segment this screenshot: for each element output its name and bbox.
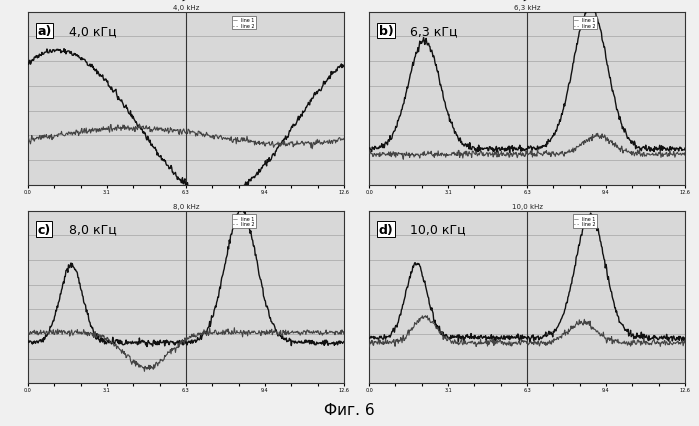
Text: 10,0 кГц: 10,0 кГц <box>410 223 466 236</box>
Text: a): a) <box>38 25 52 38</box>
Title: 8,0 kHz: 8,0 kHz <box>173 203 199 209</box>
Title: 6,3 kHz: 6,3 kHz <box>514 5 540 11</box>
Title: 10,0 kHz: 10,0 kHz <box>512 203 542 209</box>
Text: d): d) <box>379 223 394 236</box>
Title: 4,0 kHz: 4,0 kHz <box>173 5 199 11</box>
Text: 6,3 кГц: 6,3 кГц <box>410 25 458 38</box>
Text: —  line 1
- -  line 2: — line 1 - - line 2 <box>575 216 596 227</box>
Text: —  line 1
- -  line 2: — line 1 - - line 2 <box>233 216 255 227</box>
Text: 4,0 кГц: 4,0 кГц <box>69 25 117 38</box>
Text: 8,0 кГц: 8,0 кГц <box>69 223 117 236</box>
Text: c): c) <box>38 223 51 236</box>
Text: b): b) <box>379 25 394 38</box>
Text: —  line 1
- -  line 2: — line 1 - - line 2 <box>233 18 255 29</box>
Text: —  line 1
- -  line 2: — line 1 - - line 2 <box>575 18 596 29</box>
Text: Фиг. 6: Фиг. 6 <box>324 403 375 417</box>
